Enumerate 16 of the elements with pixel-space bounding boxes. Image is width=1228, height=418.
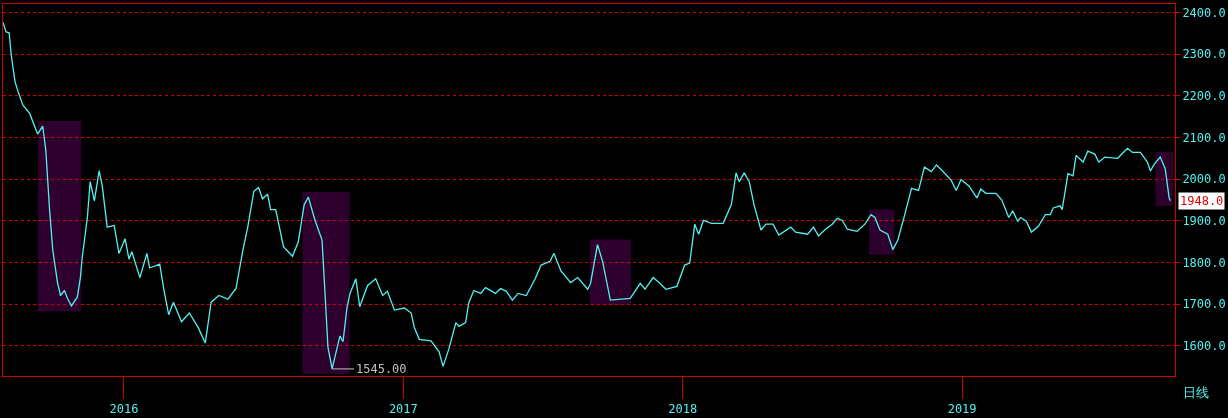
y-tick-label: 2100.0 — [1182, 130, 1226, 145]
y-tick-label: 1700.0 — [1182, 297, 1226, 312]
y-tick-label: 2300.0 — [1182, 47, 1226, 62]
text: 日线 — [1183, 385, 1209, 400]
annotation: 1948.0 — [1180, 194, 1224, 208]
y-tick-label: 1900.0 — [1182, 214, 1226, 229]
y-tick-label: 1600.0 — [1182, 339, 1226, 354]
x-tick-label: 2018 — [668, 402, 698, 417]
y-tick-label: 2400.0 — [1182, 5, 1226, 20]
x-tick-label: 2019 — [947, 402, 977, 417]
annotation: 1545.00 — [356, 362, 407, 376]
y-tick-label: 1800.0 — [1182, 255, 1226, 270]
y-tick-label: 2000.0 — [1182, 172, 1226, 187]
x-tick-label: 2017 — [388, 402, 418, 417]
x-tick-label: 2016 — [109, 402, 139, 417]
y-tick-label: 2200.0 — [1182, 88, 1226, 103]
